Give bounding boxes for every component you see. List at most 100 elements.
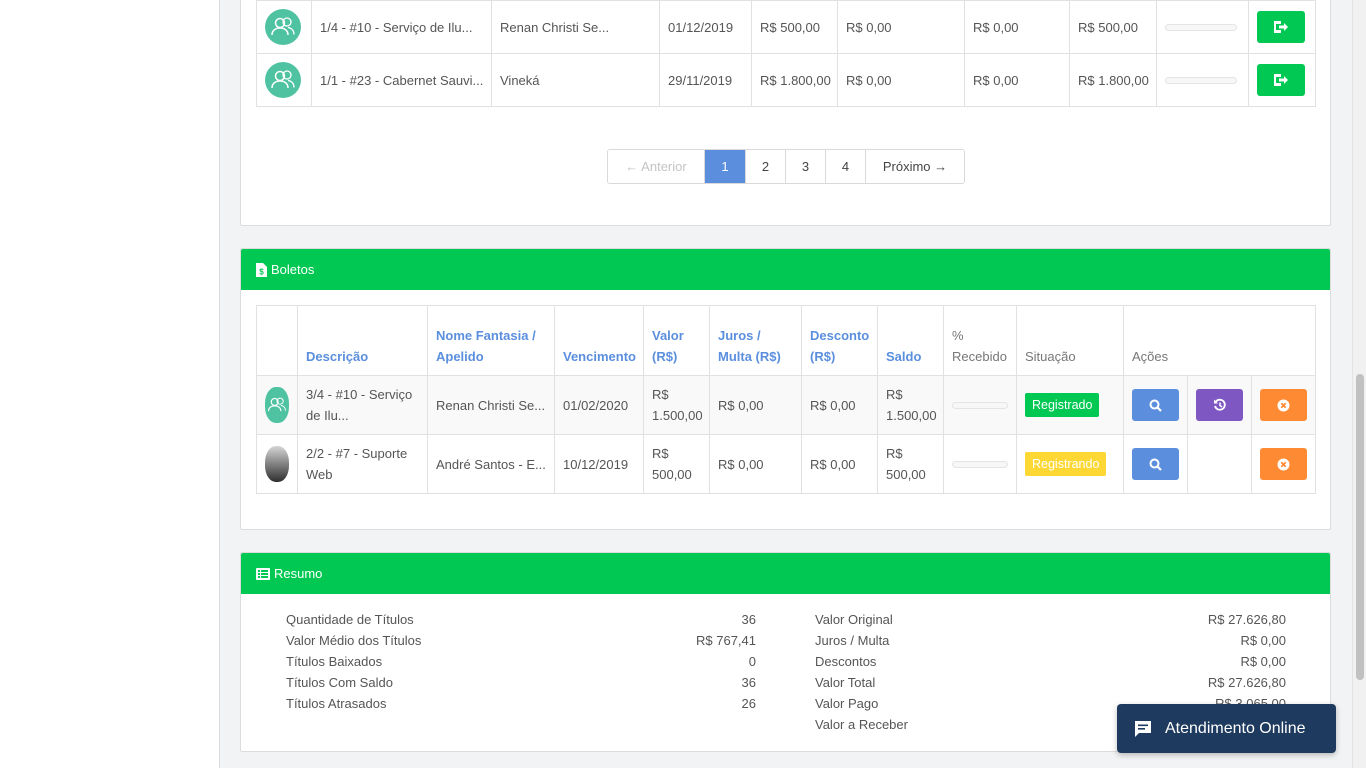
table-row[interactable]: 2/2 - #7 - Suporte Web André Santos - E.… — [256, 434, 1317, 494]
status-badge: Registrado — [1025, 393, 1100, 417]
vencimento-cell: 01/02/2020 — [554, 375, 644, 435]
valor-cell: R$ 500,00 — [643, 434, 710, 494]
cancel-button[interactable] — [1260, 389, 1307, 421]
boletos-title: Boletos — [271, 262, 315, 277]
table-row[interactable]: 1/4 - #10 - Serviço de Ilu... Renan Chri… — [256, 0, 1316, 54]
avatar-cell — [256, 53, 312, 107]
action-cell — [1187, 434, 1252, 494]
view-button[interactable] — [1132, 448, 1179, 480]
view-button[interactable] — [1132, 389, 1179, 421]
situacao-header: Situação — [1016, 305, 1124, 376]
summary-value: 0 — [748, 654, 756, 669]
history-button[interactable] — [1196, 389, 1243, 421]
avatar-cell — [256, 0, 312, 54]
recebido-cell — [1156, 0, 1249, 54]
summary-label: Valor Original — [815, 612, 893, 627]
pagination-page-2[interactable]: 2 — [746, 150, 786, 183]
summary-label: Títulos Atrasados — [286, 696, 387, 711]
summary-row: Juros / Multa R$ 0,00 — [815, 630, 1286, 651]
progress-bar — [1165, 23, 1237, 31]
summary-value: R$ 0,00 — [1240, 654, 1286, 669]
cancel-button[interactable] — [1260, 448, 1307, 480]
summary-value: R$ 0,00 — [1240, 633, 1286, 648]
exit-icon — [1274, 74, 1288, 86]
resumo-left-column: Quantidade de Títulos 36 Valor Médio dos … — [286, 609, 756, 714]
action-cell — [1250, 434, 1317, 494]
boletos-table: Descrição Nome Fantasia / Apelido Vencim… — [256, 305, 1317, 494]
main-content: 1/4 - #10 - Serviço de Ilu... Renan Chri… — [220, 0, 1352, 768]
descricao-header[interactable]: Descrição — [297, 305, 428, 376]
titulos-panel: 1/4 - #10 - Serviço de Ilu... Renan Chri… — [240, 0, 1331, 226]
pagination-page-4[interactable]: 4 — [826, 150, 866, 183]
saldo-header[interactable]: Saldo — [877, 305, 944, 376]
summary-row: Títulos Atrasados 26 — [286, 693, 756, 714]
juros-cell: R$ 0,00 — [709, 434, 802, 494]
sidebar — [0, 0, 220, 768]
nome-cell: Renan Christi Se... — [427, 375, 555, 435]
valor-header[interactable]: Valor (R$) — [643, 305, 710, 376]
boletos-panel: $ Boletos Descrição Nome Fantasia / Apel… — [240, 248, 1331, 530]
summary-label: Valor Pago — [815, 696, 879, 711]
summary-value: R$ 767,41 — [696, 633, 756, 648]
desconto-cell: R$ 0,00 — [964, 53, 1070, 107]
baixar-button[interactable] — [1257, 64, 1305, 96]
pagination: ← Anterior 1 2 3 4 Próximo → — [607, 149, 965, 184]
table-row[interactable]: 3/4 - #10 - Serviço de Ilu... Renan Chri… — [256, 375, 1317, 435]
summary-row: Descontos R$ 0,00 — [815, 651, 1286, 672]
situacao-cell: Registrando — [1016, 434, 1124, 494]
summary-label: Valor Médio dos Títulos — [286, 633, 422, 648]
valor-cell: R$ 1.500,00 — [643, 375, 710, 435]
nome-cell: André Santos - E... — [427, 434, 555, 494]
juros-header[interactable]: Juros / Multa (R$) — [709, 305, 802, 376]
action-cell — [1123, 375, 1188, 435]
recebido-cell — [943, 375, 1017, 435]
recebido-cell — [943, 434, 1017, 494]
nome-cell: Vineká — [491, 53, 660, 107]
desconto-header[interactable]: Desconto (R$) — [801, 305, 878, 376]
users-avatar-icon — [265, 387, 289, 423]
avatar-cell — [256, 434, 298, 494]
summary-label: Juros / Multa — [815, 633, 890, 648]
users-avatar-icon — [265, 9, 301, 45]
vencimento-cell: 10/12/2019 — [554, 434, 644, 494]
descricao-cell: 2/2 - #7 - Suporte Web — [297, 434, 428, 494]
scrollbar[interactable] — [1352, 0, 1366, 768]
progress-bar — [952, 460, 1008, 468]
chat-label: Atendimento Online — [1165, 719, 1306, 737]
summary-row: Valor Médio dos Títulos R$ 767,41 — [286, 630, 756, 651]
pagination-next-button[interactable]: Próximo → — [866, 150, 964, 183]
resumo-panel: Resumo Quantidade de Títulos 36 Valor Méd… — [240, 552, 1331, 752]
avatar-header — [256, 305, 298, 376]
scrollbar-thumb[interactable] — [1356, 374, 1364, 680]
juros-cell: R$ 0,00 — [837, 53, 965, 107]
times-circle-icon — [1277, 458, 1290, 470]
summary-label: Quantidade de Títulos — [286, 612, 414, 627]
resumo-right-column: Valor Original R$ 27.626,80 Juros / Multa… — [815, 609, 1286, 735]
desconto-cell: R$ 0,00 — [801, 375, 878, 435]
svg-text:$: $ — [259, 267, 264, 276]
baixar-button[interactable] — [1257, 11, 1305, 43]
table-row[interactable]: 1/1 - #23 - Cabernet Sauvi... Vineká 29/… — [256, 53, 1316, 107]
nome-cell: Renan Christi Se... — [491, 0, 660, 54]
desconto-cell: R$ 0,00 — [964, 0, 1070, 54]
acoes-header: Ações — [1122, 305, 1317, 376]
search-icon — [1149, 458, 1162, 471]
nome-header[interactable]: Nome Fantasia / Apelido — [427, 305, 555, 376]
pagination-prev-button[interactable]: ← Anterior — [608, 150, 705, 183]
summary-value: 26 — [741, 696, 756, 711]
chat-widget-button[interactable]: Atendimento Online — [1117, 704, 1336, 753]
summary-label: Títulos Baixados — [286, 654, 383, 669]
desconto-cell: R$ 0,00 — [801, 434, 878, 494]
action-cell — [1250, 375, 1317, 435]
vencimento-header[interactable]: Vencimento — [554, 305, 644, 376]
summary-row: Valor Total R$ 27.626,80 — [815, 672, 1286, 693]
pagination-page-1[interactable]: 1 — [705, 150, 746, 183]
status-badge: Registrando — [1025, 452, 1107, 476]
search-icon — [1149, 399, 1162, 412]
pagination-page-3[interactable]: 3 — [786, 150, 826, 183]
situacao-cell: Registrado — [1016, 375, 1124, 435]
action-cell — [1123, 434, 1188, 494]
summary-row: Títulos Baixados 0 — [286, 651, 756, 672]
recebido-header: % Recebido — [943, 305, 1017, 376]
resumo-heading: Resumo — [241, 553, 1330, 594]
